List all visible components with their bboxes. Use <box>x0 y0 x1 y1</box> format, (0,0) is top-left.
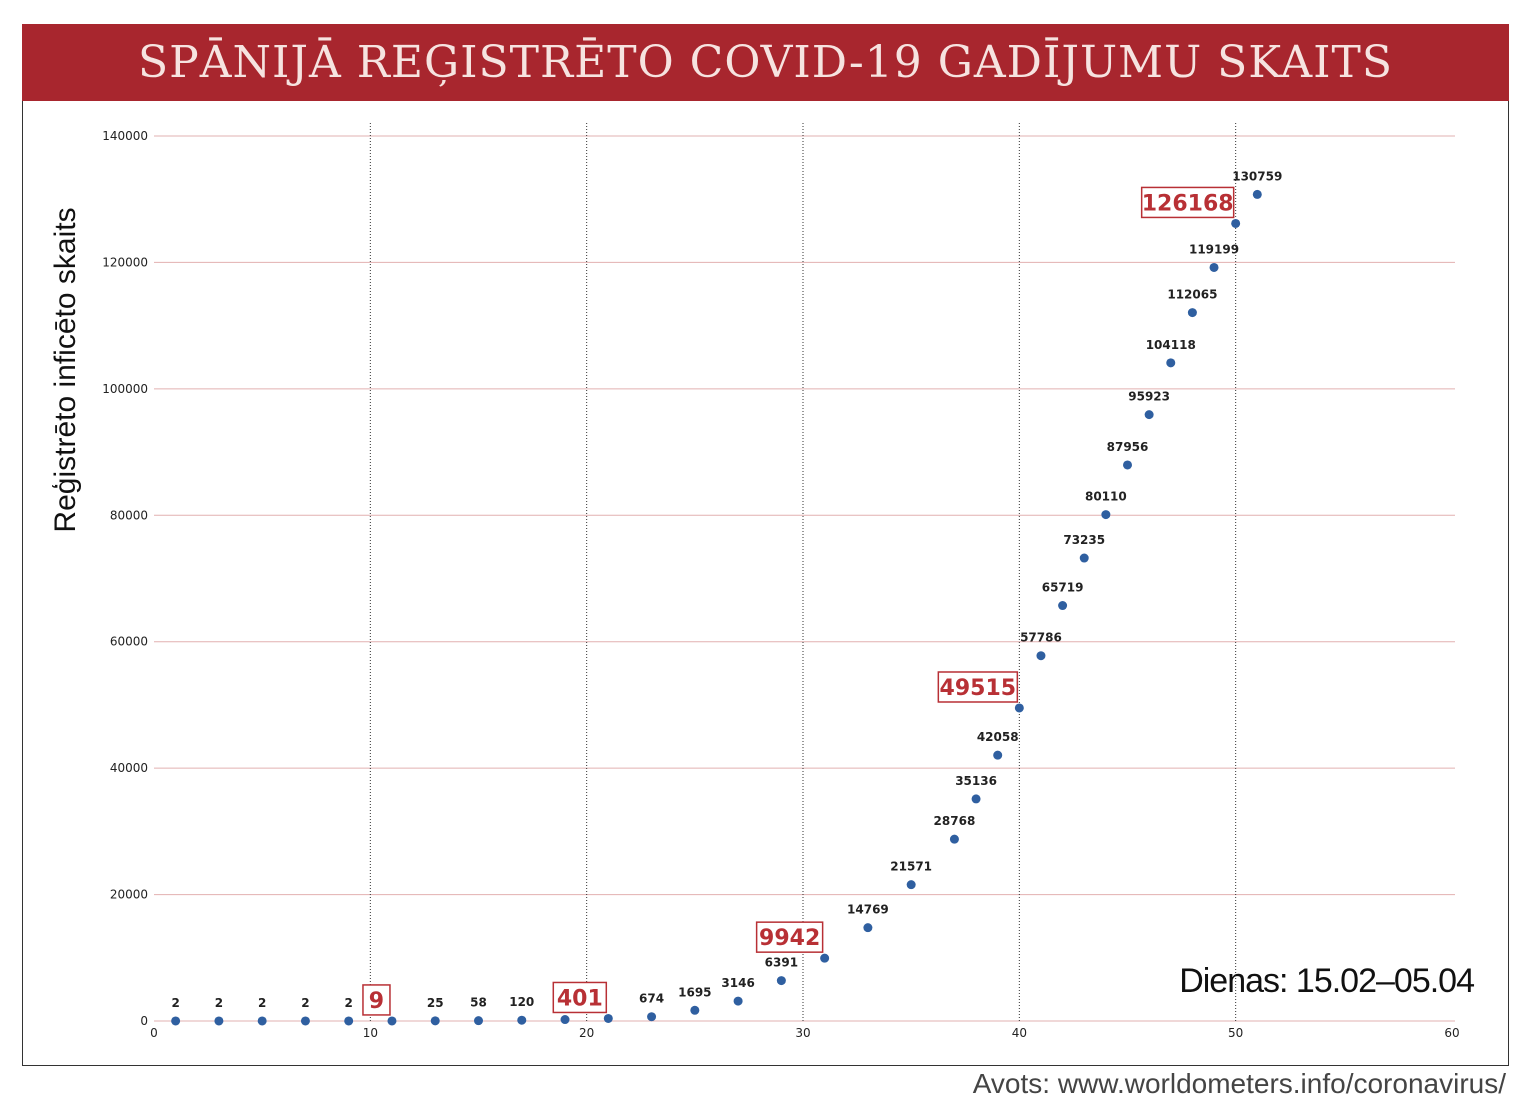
data-label: 65719 <box>1042 581 1084 595</box>
y-tick-label: 140000 <box>102 129 148 143</box>
data-point <box>776 976 786 986</box>
x-tick-label: 0 <box>150 1026 158 1040</box>
x-tick-label: 60 <box>1444 1026 1459 1040</box>
data-label: 14769 <box>847 903 889 917</box>
data-label: 3146 <box>721 976 754 990</box>
data-point <box>1058 601 1068 611</box>
grid <box>154 123 1455 1022</box>
x-tick-label: 50 <box>1228 1026 1243 1040</box>
data-point <box>863 923 873 933</box>
data-point <box>474 1016 483 1026</box>
data-point <box>1123 460 1132 470</box>
data-label: 119199 <box>1189 242 1239 256</box>
data-point <box>1187 308 1197 318</box>
highlight-box <box>552 981 608 1014</box>
chart-frame <box>22 24 1509 1066</box>
highlight-label: 9942 <box>759 926 820 951</box>
highlight-label: 49515 <box>940 676 1017 701</box>
data-label: 2 <box>215 996 223 1010</box>
data-label: 80110 <box>1085 490 1127 504</box>
highlight-label: 9 <box>369 989 384 1014</box>
data-point <box>517 1015 527 1025</box>
data-label: 1695 <box>678 985 711 999</box>
y-tick-label: 20000 <box>110 888 148 902</box>
data-point <box>257 1016 267 1026</box>
y-axis-label: Reģistrēto inficēto skaits <box>49 207 82 533</box>
data-point <box>430 1016 440 1026</box>
data-label: 28768 <box>934 814 976 828</box>
data-label: 2 <box>301 996 309 1010</box>
x-tick-label: 10 <box>363 1026 378 1040</box>
title-banner: SPĀNIJĀ REĢISTRĒTO COVID-19 GADĪJUMU SKA… <box>22 24 1509 101</box>
y-tick-label: 120000 <box>102 255 148 269</box>
data-label: 104118 <box>1146 338 1196 352</box>
y-tick-label: 40000 <box>110 761 148 775</box>
data-point <box>603 1013 613 1023</box>
highlight-box <box>937 671 1019 703</box>
data-point <box>906 880 916 890</box>
data-label: 58 <box>470 996 487 1010</box>
data-point <box>387 1016 397 1026</box>
highlight-box <box>755 921 824 953</box>
source-note: Avots: www.worldometers.info/coronavirus… <box>972 1068 1506 1099</box>
data-point <box>1252 189 1262 199</box>
data-point <box>214 1016 224 1026</box>
data-label: 2 <box>171 996 179 1010</box>
data-point <box>690 1005 700 1015</box>
data-point <box>1014 703 1024 713</box>
data-point <box>1209 262 1219 272</box>
data-label: 42058 <box>977 730 1019 744</box>
data-label: 130759 <box>1232 169 1282 183</box>
data-label: 674 <box>639 992 664 1006</box>
data-label: 112065 <box>1167 288 1217 302</box>
y-tick-label: 60000 <box>110 635 148 649</box>
data-label: 2 <box>258 996 266 1010</box>
data-label: 87956 <box>1107 440 1149 454</box>
data-point <box>1144 410 1154 420</box>
chart-title: SPĀNIJĀ REĢISTRĒTO COVID-19 GADĪJUMU SKA… <box>137 37 1394 88</box>
data-point <box>1231 218 1241 228</box>
data-point <box>171 1016 181 1026</box>
x-tick-label: 40 <box>1012 1026 1027 1040</box>
data-point <box>560 1015 570 1025</box>
data-label: 120 <box>509 995 534 1009</box>
highlight-label: 401 <box>557 986 603 1011</box>
data-point <box>1079 553 1089 563</box>
highlight-box <box>1140 186 1235 219</box>
highlight-label: 126168 <box>1142 191 1234 216</box>
data-label: 21571 <box>890 860 932 874</box>
y-tick-label: 100000 <box>102 382 148 396</box>
data-point <box>344 1016 354 1026</box>
axis-ticks: 0 20000 40000 60000 80000 100000 120000 140000 0… <box>102 129 1459 1040</box>
data-points: 2222292558120228401674169531466391994214… <box>171 169 1282 1026</box>
y-tick-label: 0 <box>140 1014 148 1028</box>
data-label: 57786 <box>1020 631 1062 645</box>
highlight-box <box>362 984 391 1016</box>
data-point <box>300 1016 310 1026</box>
data-label: 95923 <box>1128 390 1170 404</box>
data-point <box>733 996 743 1006</box>
data-point <box>993 750 1003 760</box>
data-label: 2 <box>345 996 353 1010</box>
data-point <box>971 794 981 804</box>
x-tick-label: 20 <box>579 1026 594 1040</box>
data-point <box>647 1012 657 1022</box>
x-tick-label: 30 <box>795 1026 810 1040</box>
data-label: 73235 <box>1063 533 1105 547</box>
data-point <box>1166 358 1176 368</box>
data-point <box>1101 510 1111 520</box>
data-point <box>820 953 830 963</box>
data-label: 35136 <box>955 774 997 788</box>
data-point <box>949 834 959 844</box>
data-label: 6391 <box>765 956 798 970</box>
data-point <box>1036 651 1046 661</box>
date-range-note: Dienas: 15.02–05.04 <box>1179 962 1475 1000</box>
data-label: 25 <box>427 996 444 1010</box>
y-tick-label: 80000 <box>110 508 148 522</box>
